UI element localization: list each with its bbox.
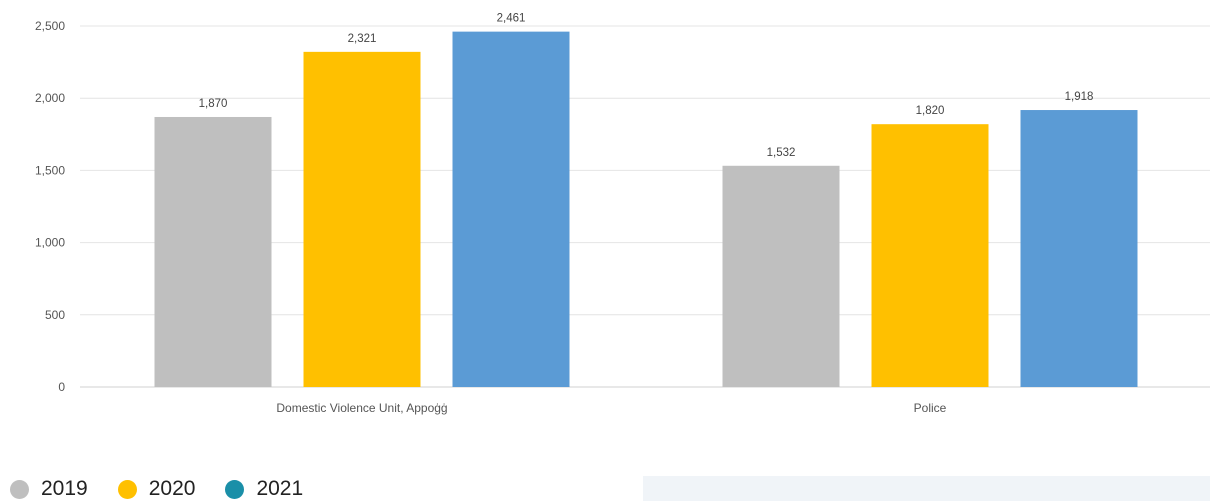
legend-label-2019: 2019 [41, 477, 88, 500]
legend-swatch-2020 [117, 479, 137, 499]
x-category-label: Police [914, 401, 947, 415]
bar-2019-domestic-violence-unit [154, 116, 272, 388]
y-tick-label: 0 [58, 380, 65, 394]
y-tick-label: 500 [45, 308, 65, 322]
data-label: 2,461 [497, 13, 526, 25]
legend-item-2021: 2021 [225, 478, 303, 500]
x-category-label: Domestic Violence Unit, Appoġġ [276, 401, 447, 415]
bar-2019-police [722, 165, 840, 387]
bar-2021-police [1020, 110, 1138, 387]
y-tick-label: 2,500 [35, 19, 65, 33]
y-tick-label: 2,000 [35, 91, 65, 105]
data-label: 2,321 [348, 33, 377, 45]
legend-item-2020: 2020 [117, 477, 196, 500]
legend-label-2021: 2021 [256, 477, 304, 500]
y-tick-label: 1,000 [35, 236, 65, 250]
bar-2021-domestic-violence-unit [452, 31, 570, 388]
data-label: 1,820 [916, 105, 945, 117]
bar-2020-domestic-violence-unit [303, 51, 421, 388]
data-label: 1,532 [767, 147, 796, 159]
bar-chart: 0 500 1,000 1,500 2,000 2,500 1,870 2,321 2,461 D… [35, 13, 1210, 415]
y-tick-label: 1,500 [35, 163, 65, 177]
empty-panel [643, 476, 1210, 501]
legend-swatch-2021 [225, 479, 245, 499]
legend-swatch-2019 [10, 479, 29, 499]
data-label: 1,918 [1065, 91, 1094, 103]
legend: 2019 2020 2021 [10, 478, 333, 500]
legend-item-2019: 2019 [10, 478, 88, 500]
legend-label-2020: 2020 [148, 477, 196, 500]
bar-2020-police [871, 124, 989, 387]
data-label: 1,870 [199, 98, 228, 110]
